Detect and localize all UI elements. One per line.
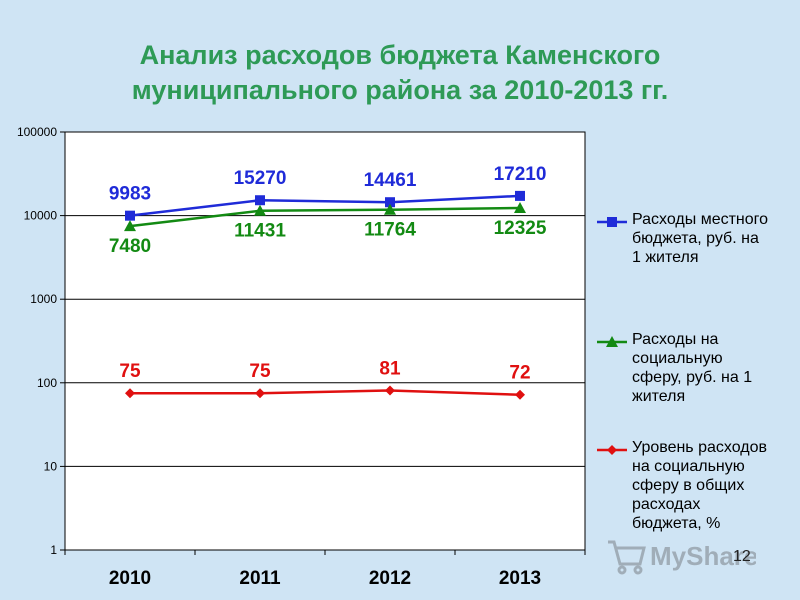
legend-swatch: [597, 217, 627, 227]
y-tick-label: 1: [50, 543, 57, 557]
gridlines: [65, 131, 585, 551]
slide-title-line-2: муниципального района за 2010-2013 гг.: [131, 75, 669, 105]
y-tick-label: 1000: [30, 292, 57, 306]
legend-label: Расходы местного бюджета, руб. на 1 жителя: [632, 211, 769, 266]
data-label: 9983: [109, 184, 151, 205]
slide-title: Анализ расходов бюджета Каменского муниц…: [0, 38, 800, 108]
legend-marker: [607, 217, 617, 227]
data-point-marker: [385, 385, 395, 396]
page-number: 12: [733, 548, 751, 565]
data-label: 72: [509, 363, 530, 384]
data-label: 11431: [234, 221, 286, 242]
data-label: 75: [249, 361, 271, 382]
data-point-marker: [125, 388, 135, 399]
series-layer: [124, 190, 526, 400]
data-point-marker: [514, 202, 526, 214]
data-point-marker: [124, 220, 136, 232]
x-tick-label: 2013: [499, 568, 541, 589]
data-point-marker: [254, 204, 266, 216]
data-point-marker: [385, 197, 395, 208]
data-point-marker: [515, 190, 525, 201]
watermark-logo: MyShared: [608, 540, 756, 575]
data-label: 11764: [364, 220, 416, 241]
legend-marker: [606, 336, 618, 347]
y-tick-label: 100000: [17, 125, 57, 139]
data-label-layer: 9983 15270 14461 17210 7480 11431 11764 12325 75…: [109, 164, 547, 384]
legend-swatch: [597, 336, 627, 347]
data-label: 15270: [234, 168, 287, 189]
legend-label: Расходы на социальную сферу, руб. на 1 жите…: [632, 331, 753, 405]
shopping-cart-icon: [608, 540, 646, 575]
legend-marker: [607, 445, 617, 455]
x-tick-label: 2012: [369, 568, 411, 589]
data-label: 17210: [494, 164, 547, 185]
y-tick-label: 10: [44, 459, 58, 473]
series-line: [129, 194, 521, 217]
x-axis: 2010 2011 2012 2013: [64, 550, 586, 589]
data-point-marker: [255, 388, 265, 399]
series-line: [130, 389, 521, 396]
data-point-marker: [125, 210, 135, 221]
watermark-text: MyShared: [650, 541, 756, 571]
data-point-marker: [255, 195, 265, 206]
legend-label: Уровень расходов на социальную сферу в общ…: [632, 439, 767, 532]
x-tick-label: 2010: [109, 568, 151, 589]
y-tick-label: 100: [37, 376, 57, 390]
data-label: 14461: [364, 170, 417, 191]
data-label: 81: [379, 358, 401, 379]
slide-title-line-1: Анализ расходов бюджета Каменского: [139, 40, 661, 70]
legend-swatch: [597, 445, 627, 455]
data-point-marker: [384, 203, 396, 215]
data-point-marker: [515, 389, 525, 400]
data-label: 75: [119, 361, 141, 382]
data-label: 7480: [109, 236, 151, 257]
data-label: 12325: [494, 218, 547, 239]
series-line: [129, 206, 521, 228]
y-axis: 1 10 100 1000 10000 100000: [17, 125, 65, 557]
y-tick-label: 10000: [24, 209, 58, 223]
x-tick-label: 2011: [239, 568, 281, 589]
